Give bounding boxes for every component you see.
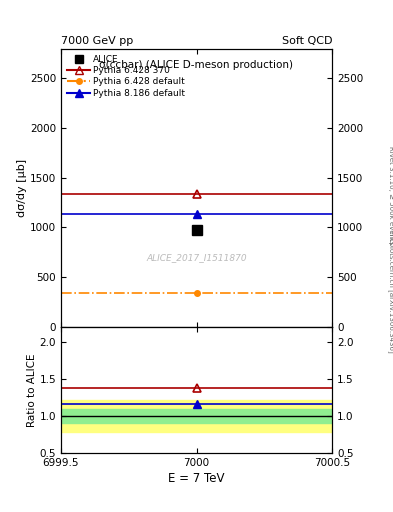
Text: σ(ccbar) (ALICE D-meson production): σ(ccbar) (ALICE D-meson production)	[99, 60, 294, 70]
Bar	[61, 399, 332, 432]
Text: mcplots.cern.ch [arXiv:1306.3436]: mcplots.cern.ch [arXiv:1306.3436]	[387, 231, 393, 353]
Y-axis label: dσ/dy [μb]: dσ/dy [μb]	[17, 159, 27, 217]
Bar	[61, 409, 332, 423]
Y-axis label: Ratio to ALICE: Ratio to ALICE	[27, 353, 37, 426]
Legend: ALICE, Pythia 6.428 370, Pythia 6.428 default, Pythia 8.186 default: ALICE, Pythia 6.428 370, Pythia 6.428 de…	[64, 51, 189, 101]
Text: Rivet 3.1.10, ≥ 500k events: Rivet 3.1.10, ≥ 500k events	[388, 146, 393, 244]
Text: Soft QCD: Soft QCD	[282, 36, 332, 46]
Text: ALICE_2017_I1511870: ALICE_2017_I1511870	[146, 253, 247, 262]
X-axis label: E = 7 TeV: E = 7 TeV	[168, 472, 225, 485]
Text: 7000 GeV pp: 7000 GeV pp	[61, 36, 133, 46]
